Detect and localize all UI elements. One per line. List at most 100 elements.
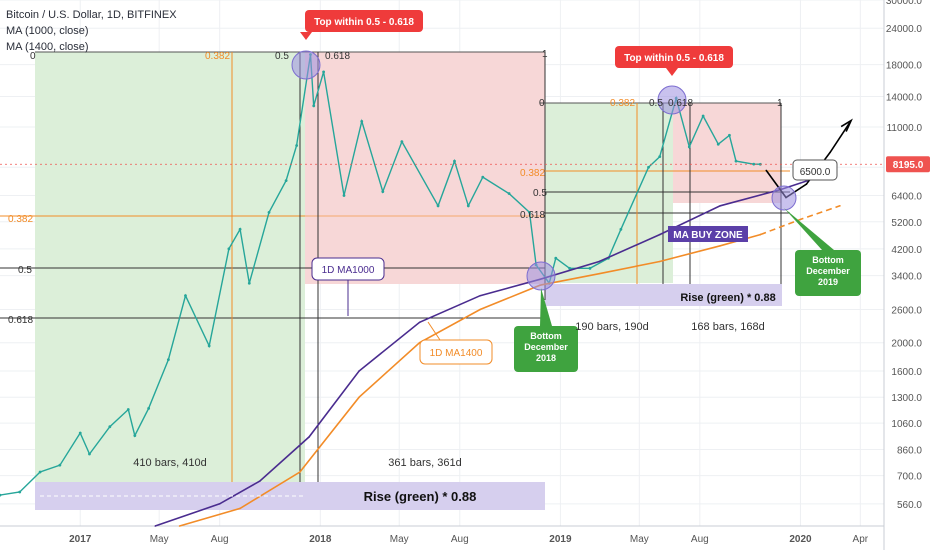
ma1400-pointer [427, 321, 441, 341]
series-point [647, 165, 650, 169]
x-tick-label: 2019 [549, 534, 572, 545]
series-point [18, 490, 22, 494]
series-point [481, 175, 485, 179]
series-point [719, 205, 722, 207]
x-tick-label: May [630, 534, 649, 545]
series-point [805, 183, 808, 185]
series-point [88, 452, 91, 456]
fib-level-label: 0.5 [533, 188, 547, 199]
rise-zone-2017 [35, 52, 305, 482]
y-tick-label: 6400.0 [891, 192, 922, 203]
buy-zone-box [668, 226, 748, 242]
series-point [716, 142, 720, 146]
fall-zone-2018 [305, 52, 545, 284]
series-point [507, 192, 511, 195]
series-point [178, 525, 181, 527]
y-tick-label: 14000.0 [886, 92, 923, 103]
series-point [658, 260, 661, 263]
series-point [360, 119, 364, 123]
bottom-callout-box [795, 250, 861, 296]
x-tick-label: 2017 [69, 534, 92, 545]
series-point [658, 233, 661, 236]
fib-level-label: 1 [777, 98, 783, 109]
x-tick-label: Aug [691, 534, 709, 545]
ma1400-legend: MA (1400, close) [6, 41, 89, 53]
price-label-box [792, 159, 838, 181]
series-point [752, 162, 756, 166]
x-tick-label: Aug [451, 534, 469, 545]
y-tick-label: 30000.0 [886, 0, 923, 7]
top-callout-pointer [666, 68, 678, 76]
series-point [568, 266, 572, 270]
bottom-callout-text: December [806, 266, 850, 276]
series-point [479, 294, 481, 297]
series-point [358, 396, 360, 399]
rise-label: Rise (green) * 0.88 [680, 292, 775, 304]
price-label: 6500.0 [800, 167, 831, 178]
series-point [259, 480, 261, 482]
fall-zone-2019 [673, 103, 781, 203]
series-point [719, 245, 722, 247]
x-tick-label: May [150, 534, 169, 545]
y-tick-label: 24000.0 [886, 24, 923, 35]
chart-title: Bitcoin / U.S. Dollar, 1D, BITFINEX [6, 9, 177, 21]
fib-level-label: 1 [542, 49, 548, 60]
fib-level-label: 0.5 [275, 51, 289, 62]
series-point [342, 194, 346, 197]
top-callout-box [615, 46, 733, 68]
series-point [295, 144, 299, 147]
x-tick-label: Aug [211, 534, 229, 545]
fib-level-label: 0.618 [668, 98, 693, 109]
fib-level-label: 0.382 [205, 51, 230, 62]
series-point [839, 205, 841, 207]
y-tick-label: 700.0 [897, 472, 922, 483]
series-point [58, 463, 62, 467]
fib-levels [0, 51, 790, 482]
series-point [381, 190, 385, 194]
bottom-callout-pointer [784, 208, 834, 250]
fib-level-label: 0.5 [649, 98, 663, 109]
bottom-callout-text: 2018 [536, 353, 556, 363]
series-point [322, 70, 326, 74]
rise-bar-2019 [545, 284, 782, 306]
fib-level-label: 0.618 [8, 315, 33, 326]
fib-level-label: 0.382 [610, 98, 635, 109]
series-point [207, 344, 211, 348]
bottom-marker [526, 261, 556, 291]
series-point [308, 436, 310, 438]
series-point [247, 281, 251, 285]
legend: Bitcoin / U.S. Dollar, 1D, BITFINEX MA (… [6, 9, 177, 53]
y-tick-label: 5200.0 [891, 218, 922, 229]
series-point [312, 104, 316, 108]
series-point [267, 211, 271, 214]
series-point [184, 294, 187, 298]
ma1000-legend: MA (1000, close) [6, 25, 89, 37]
projection-arrow-head [840, 118, 853, 132]
range-label: 410 bars, 410d [133, 457, 206, 469]
ma1400-label-box [419, 339, 493, 365]
fib-level-label: 0.618 [325, 51, 350, 62]
y-tick-label: 18000.0 [886, 61, 923, 72]
series-point [528, 211, 531, 214]
series-point [166, 358, 170, 362]
series-point [299, 471, 301, 473]
top-callout-pointer [300, 32, 312, 40]
top-marker [291, 50, 321, 80]
series-point [479, 308, 481, 311]
series-point [358, 370, 360, 372]
bottom-marker [771, 185, 797, 211]
y-tick-label: 1060.0 [891, 419, 922, 430]
price-tag: 8195.0 [893, 160, 924, 171]
series-point [227, 247, 231, 251]
range-label: 168 bars, 168d [691, 321, 764, 333]
range-label: 190 bars, 190d [575, 321, 648, 333]
top-callout-text: Top within 0.5 - 0.618 [624, 53, 724, 64]
top-callout-text: Top within 0.5 - 0.618 [314, 17, 414, 28]
series-point [239, 507, 241, 510]
series-point [108, 425, 112, 429]
x-tick-label: 2018 [309, 534, 332, 545]
series-point [78, 431, 82, 435]
y-tick-label: 560.0 [897, 500, 922, 511]
x-tick-label: May [390, 534, 409, 545]
